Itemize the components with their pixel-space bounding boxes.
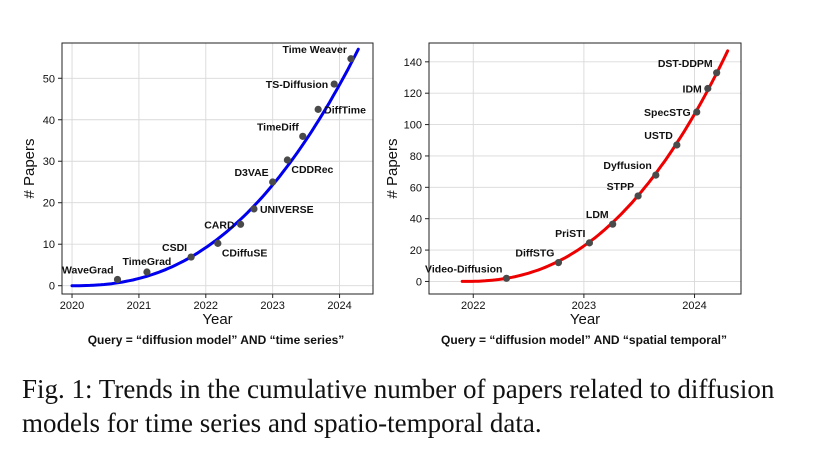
data-point <box>609 220 617 228</box>
data-point <box>713 69 721 77</box>
data-label: Time Weaver <box>283 44 347 56</box>
data-label: DST-DDPM <box>658 58 713 70</box>
data-label: Video-Diffusion <box>425 263 502 275</box>
data-point <box>693 108 701 116</box>
data-point <box>236 220 245 228</box>
y-tick-label: 40 <box>410 214 422 226</box>
y-tick-label: 20 <box>43 198 55 210</box>
figure-caption: Fig. 1: Trends in the cumulative number … <box>22 374 775 438</box>
data-point <box>143 268 151 276</box>
data-label: Dyffusion <box>603 160 651 172</box>
data-point <box>554 259 563 267</box>
data-point <box>704 84 712 93</box>
x-tick-label: 2023 <box>572 300 596 312</box>
data-point <box>652 171 660 179</box>
data-label: CDiffuSE <box>222 247 268 259</box>
y-tick-label: 120 <box>404 88 422 100</box>
grid <box>62 43 373 294</box>
data-label: SpecSTG <box>644 107 691 119</box>
grid <box>429 43 741 294</box>
x-tick-label: 2022 <box>194 300 218 312</box>
x-tick-label: 2024 <box>327 300 351 312</box>
data-point <box>187 253 195 261</box>
data-label: CSDI <box>162 242 187 254</box>
data-label: D3VAE <box>234 167 268 179</box>
data-point <box>347 55 355 63</box>
data-point <box>634 192 642 200</box>
data-point <box>269 178 277 186</box>
y-axis-label: # Papers <box>21 138 38 198</box>
data-point <box>502 274 511 282</box>
x-tick-label: 2021 <box>127 300 151 312</box>
y-tick-label: 30 <box>43 156 55 168</box>
data-label: TimeGrad <box>123 256 172 268</box>
y-tick-label: 80 <box>410 151 422 163</box>
y-axis-label: # Papers <box>384 138 401 198</box>
data-point <box>585 239 594 247</box>
x-tick-label: 2024 <box>682 300 706 312</box>
x-tick-label: 2023 <box>260 300 284 312</box>
data-label: LDM <box>586 209 609 221</box>
plot-frame <box>428 42 742 295</box>
data-point <box>283 156 291 164</box>
y-tick-label: 100 <box>404 120 422 132</box>
y-tick-label: 40 <box>43 115 55 127</box>
data-point <box>673 141 681 149</box>
y-tick-label: 10 <box>43 239 55 251</box>
data-label: WaveGrad <box>62 264 114 276</box>
y-tick-label: 0 <box>416 276 422 288</box>
data-label: CARD <box>204 219 235 231</box>
query-subtitle: Query = “diffusion model” AND “spatial t… <box>441 333 727 347</box>
data-label: USTD <box>644 130 673 142</box>
y-tick-label: 50 <box>43 73 55 85</box>
plot-frame <box>61 42 374 295</box>
y-tick-label: 140 <box>404 57 422 69</box>
x-tick-label: 2020 <box>60 300 84 312</box>
data-label: DiffSTG <box>515 248 554 260</box>
time-series-chart: 2020 2021 2022 2023 2024 0 10 20 30 40 50 Year # Pap… <box>21 42 374 347</box>
query-subtitle: Query = “diffusion model” AND “time seri… <box>88 333 345 347</box>
data-label: STPP <box>607 181 634 193</box>
trend-line <box>70 47 360 288</box>
data-point <box>299 132 307 140</box>
data-label: IDM <box>683 83 703 95</box>
data-label: CDDRec <box>291 164 333 176</box>
data-point <box>314 105 322 113</box>
x-tick-label: 2022 <box>461 300 485 312</box>
data-label: TimeDiff <box>257 121 299 133</box>
data-point <box>214 239 222 247</box>
data-label: TS-Diffusion <box>266 79 328 91</box>
data-label: UNIVERSE <box>260 204 314 216</box>
y-tick-label: 20 <box>410 245 422 257</box>
data-point <box>113 275 122 284</box>
data-point <box>330 80 338 88</box>
y-tick-label: 0 <box>49 281 55 293</box>
y-tick-label: 60 <box>410 182 422 194</box>
x-axis-label: Year <box>202 311 232 328</box>
x-axis-label: Year <box>570 311 600 328</box>
data-label: PriSTI <box>555 228 585 240</box>
spatio-temporal-chart: 2022 2023 2024 0 20 40 60 80 100 120 140 Year # Pape… <box>384 42 742 347</box>
data-point <box>250 205 258 213</box>
data-label: DiffTime <box>324 104 366 116</box>
